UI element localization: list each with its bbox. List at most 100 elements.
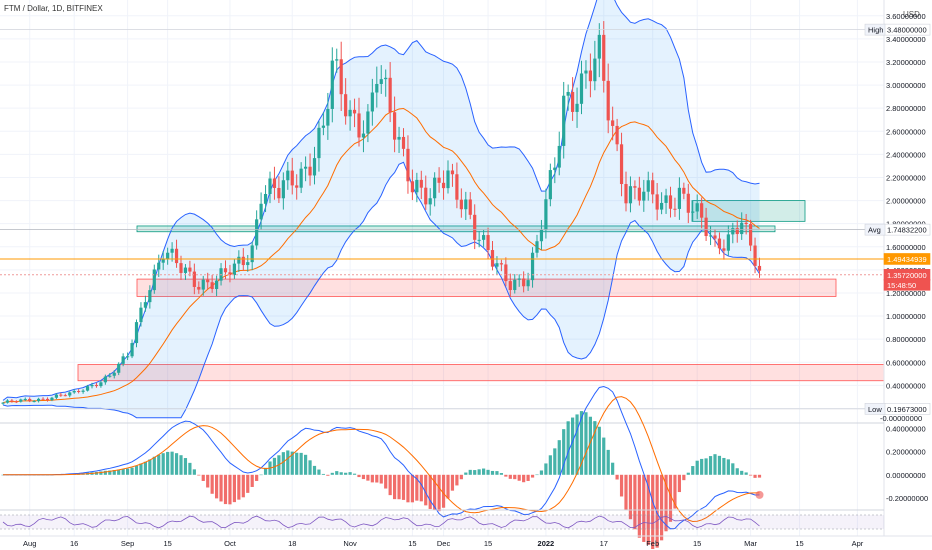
time-tick-label: 15 xyxy=(408,539,416,548)
zone-green xyxy=(136,225,776,233)
price-tick-label: 2.80000000 xyxy=(886,104,926,113)
price-marker-value: 0.19673000 xyxy=(887,405,927,414)
macd-histogram-bar xyxy=(735,468,739,475)
macd-histogram-bar xyxy=(152,456,156,475)
macd-histogram-bar xyxy=(321,473,325,475)
candle-body xyxy=(68,392,72,396)
chart-title: FTM / Dollar, 1D, BITFINEX xyxy=(4,4,103,13)
macd-histogram-bar xyxy=(637,474,641,538)
candle-body xyxy=(473,214,477,240)
macd-histogram-bar xyxy=(522,474,526,483)
candle-body xyxy=(281,180,285,199)
candle-body xyxy=(660,202,664,210)
price-tick-label: 2.00000000 xyxy=(886,197,926,206)
macd-histogram-bar xyxy=(433,474,437,511)
candle-body xyxy=(134,322,139,344)
candle-body xyxy=(375,83,379,93)
macd-histogram-bar xyxy=(375,474,379,483)
macd-histogram-bar xyxy=(619,474,624,497)
candle-body xyxy=(63,395,67,397)
candle-body xyxy=(717,238,722,249)
macd-histogram-bar xyxy=(415,474,419,501)
time-tick-label: 17 xyxy=(600,539,608,548)
macd-tick-label: -0.20000000 xyxy=(886,494,928,503)
candle-body xyxy=(344,94,348,117)
candle-body xyxy=(210,282,214,290)
macd-histogram-bar xyxy=(330,472,334,475)
candle-body xyxy=(691,211,695,213)
candle-body xyxy=(642,191,646,201)
time-axis[interactable]: Aug 16 Sep 15 Oct 18 Nov 15 Dec 15 2022 17 Feb 15 Mar 1… xyxy=(0,535,932,548)
macd-histogram-bar xyxy=(704,458,708,475)
candle-body xyxy=(250,245,254,263)
macd-histogram-bar xyxy=(210,474,214,494)
candle-body xyxy=(579,73,584,104)
zone-red xyxy=(136,278,837,297)
candle-body xyxy=(401,136,406,149)
bb-basis-line xyxy=(2,107,760,404)
candle-body xyxy=(749,224,753,246)
macd-histogram-bar xyxy=(508,474,512,479)
macd-histogram-bar xyxy=(490,470,495,475)
candle-body xyxy=(482,235,486,240)
candle-body xyxy=(575,103,579,112)
macd-histogram-bar xyxy=(161,453,165,475)
price-marker-value: 15:48:50 xyxy=(887,281,916,290)
candle-body xyxy=(201,279,205,290)
macd-histogram-bar xyxy=(437,474,441,512)
candle-body xyxy=(103,376,107,383)
candle-body xyxy=(357,113,361,138)
candle-body xyxy=(410,181,414,193)
macd-histogram-bar xyxy=(446,474,450,499)
macd-histogram-bar xyxy=(660,474,664,541)
macd-histogram-bar xyxy=(482,468,486,475)
macd-histogram-bar xyxy=(108,470,112,475)
macd-histogram-bar xyxy=(223,474,228,505)
time-tick-label: 15 xyxy=(163,539,171,548)
time-tick-label: Mar xyxy=(744,539,757,548)
macd-histogram-bar xyxy=(304,454,308,475)
candle-body xyxy=(504,264,508,282)
candle-body xyxy=(361,133,366,138)
time-tick-label: Oct xyxy=(224,539,237,548)
candle-body xyxy=(459,199,463,210)
macd-histogram-bar xyxy=(406,474,410,503)
macd-histogram-bar xyxy=(459,474,463,480)
candle-body xyxy=(179,263,183,273)
macd-histogram-bar xyxy=(388,474,392,496)
time-tick-label: Aug xyxy=(23,539,36,548)
candle-body xyxy=(495,263,499,267)
candle-body xyxy=(94,384,99,387)
macd-histogram-bar xyxy=(166,451,170,475)
macd-histogram-bar xyxy=(642,474,646,542)
candle-body xyxy=(379,79,383,84)
macd-histogram-bar xyxy=(579,411,584,475)
candle-body xyxy=(228,272,232,276)
price-marker-value: 3.48000000 xyxy=(887,26,927,35)
candle-body xyxy=(81,390,85,392)
candle-body xyxy=(584,70,588,74)
time-tick-label: 15 xyxy=(484,539,492,548)
macd-tick-label: 0.40000000 xyxy=(886,424,926,433)
price-marker-label: High xyxy=(868,26,883,35)
price-marker-tag xyxy=(864,23,886,36)
price-tick-label: 3.60000000 xyxy=(886,12,926,21)
candle-body xyxy=(535,241,539,253)
candle-body xyxy=(188,267,192,272)
macd-histogram-bar xyxy=(651,474,655,550)
candle-body xyxy=(41,398,45,400)
candle-body xyxy=(441,182,446,189)
candle-body xyxy=(237,256,241,264)
macd-histogram-bar xyxy=(246,474,250,493)
macd-histogram-bar xyxy=(112,470,116,475)
candle-body xyxy=(695,203,699,212)
macd-histogram-bar xyxy=(393,474,397,500)
macd-histogram-bar xyxy=(215,474,219,499)
macd-histogram-bar xyxy=(686,472,690,475)
macd-histogram-bar xyxy=(477,469,481,475)
rsi-line xyxy=(2,515,760,529)
macd-histogram-bar xyxy=(731,463,735,475)
macd-histogram-bar xyxy=(134,465,139,475)
candle-body xyxy=(753,245,757,266)
